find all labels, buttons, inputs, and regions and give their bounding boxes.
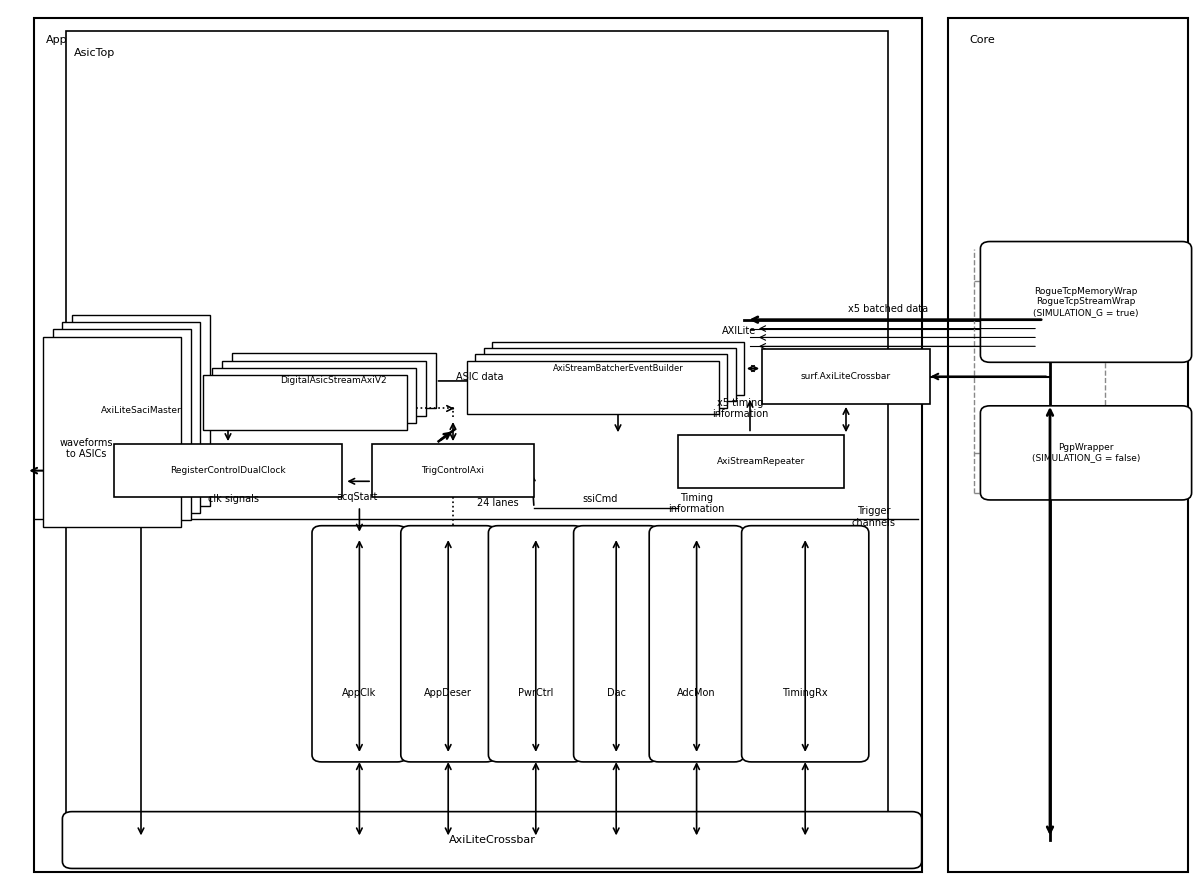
Text: TrigControlAxi: TrigControlAxi <box>421 466 485 475</box>
FancyBboxPatch shape <box>649 526 744 762</box>
Text: AppClk: AppClk <box>342 687 377 698</box>
Bar <box>762 349 930 404</box>
FancyBboxPatch shape <box>980 406 1192 500</box>
Text: AsicTop: AsicTop <box>74 48 115 59</box>
Text: clk signals: clk signals <box>209 494 259 504</box>
Text: PgpWrapper
(SIMULATION_G = false): PgpWrapper (SIMULATION_G = false) <box>1032 443 1140 463</box>
Text: DigitalAsicStreamAxiV2: DigitalAsicStreamAxiV2 <box>281 377 386 385</box>
Text: AxiLiteSaciMaster: AxiLiteSaciMaster <box>101 406 181 416</box>
Bar <box>53 329 191 520</box>
Text: AXILite: AXILite <box>721 326 756 337</box>
Text: acqStart: acqStart <box>336 492 378 503</box>
FancyBboxPatch shape <box>980 242 1192 362</box>
Text: AxiStreamBatcherEventBuilder: AxiStreamBatcherEventBuilder <box>553 364 683 373</box>
Bar <box>62 322 200 513</box>
Text: RegisterControlDualClock: RegisterControlDualClock <box>170 466 286 475</box>
Text: AxiStreamRepeater: AxiStreamRepeater <box>716 457 805 466</box>
FancyBboxPatch shape <box>574 526 659 762</box>
Bar <box>72 315 210 506</box>
Bar <box>34 18 922 872</box>
Text: x5 batched data: x5 batched data <box>848 304 928 314</box>
Bar <box>492 342 744 395</box>
FancyBboxPatch shape <box>488 526 583 762</box>
Text: RogueTcpMemoryWrap
RogueTcpStreamWrap
(SIMULATION_G = true): RogueTcpMemoryWrap RogueTcpStreamWrap (S… <box>1033 287 1139 317</box>
Text: Timing
information: Timing information <box>668 493 725 514</box>
Bar <box>467 361 719 414</box>
Text: ssiCmd: ssiCmd <box>582 494 618 504</box>
Bar <box>203 375 407 430</box>
FancyBboxPatch shape <box>62 812 922 868</box>
Text: App: App <box>46 35 67 45</box>
Text: ASIC data: ASIC data <box>456 371 504 382</box>
FancyBboxPatch shape <box>312 526 407 762</box>
FancyBboxPatch shape <box>401 526 496 762</box>
Text: TimingRx: TimingRx <box>782 687 828 698</box>
FancyBboxPatch shape <box>742 526 869 762</box>
Bar <box>372 444 534 497</box>
Bar <box>222 361 426 416</box>
Text: waveforms
to ASICs: waveforms to ASICs <box>60 438 113 459</box>
Text: AxiLiteCrossbar: AxiLiteCrossbar <box>449 835 535 845</box>
Bar <box>232 353 436 408</box>
Bar <box>43 337 181 527</box>
Text: surf.AxiLiteCrossbar: surf.AxiLiteCrossbar <box>800 372 892 381</box>
Text: Dac: Dac <box>607 687 625 698</box>
Bar <box>948 18 1188 872</box>
Bar <box>66 31 888 852</box>
Bar <box>678 435 844 488</box>
Bar <box>484 348 736 401</box>
Text: Trigger
channels: Trigger channels <box>852 506 895 527</box>
Text: 24 lanes: 24 lanes <box>478 498 518 509</box>
Text: AdcMon: AdcMon <box>677 687 716 698</box>
Text: x5 timing
information: x5 timing information <box>713 398 768 419</box>
Text: AppDeser: AppDeser <box>425 687 472 698</box>
Text: Core: Core <box>970 35 995 45</box>
Text: PwrCtrl: PwrCtrl <box>518 687 553 698</box>
Bar <box>114 444 342 497</box>
Bar <box>212 368 416 423</box>
Bar <box>475 354 727 408</box>
